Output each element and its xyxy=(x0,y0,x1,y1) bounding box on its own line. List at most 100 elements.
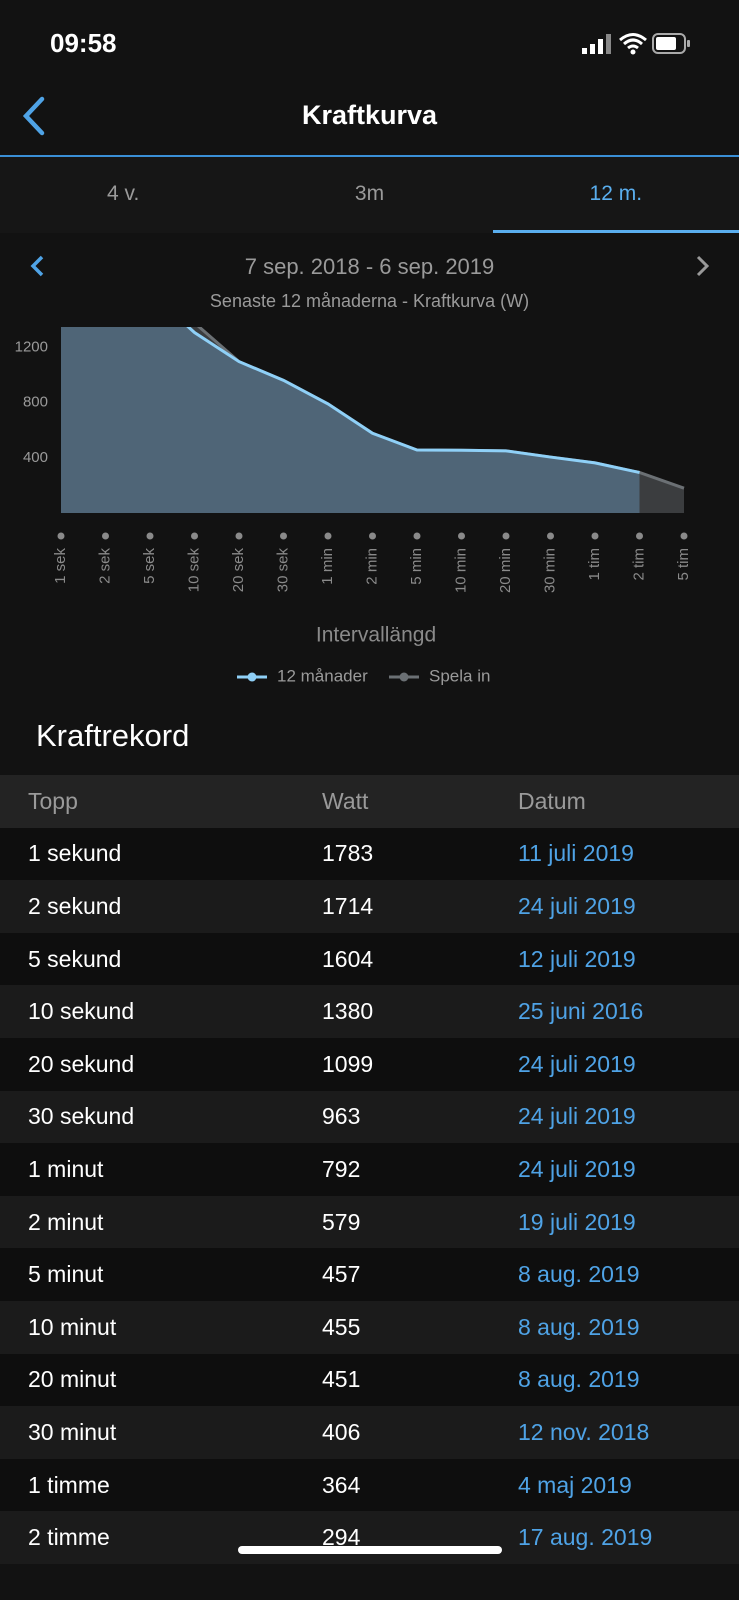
table-row: 10 minut 455 8 aug. 2019 xyxy=(0,1300,739,1354)
x-tick-dot xyxy=(547,532,554,540)
header-divider xyxy=(0,155,739,157)
table-row: 30 minut 406 12 nov. 2018 xyxy=(0,1406,739,1459)
table-cell: 19 juli 2019 xyxy=(518,1208,636,1235)
x-tick-label: 5 min xyxy=(408,548,425,585)
legend-label: Spela in xyxy=(429,666,490,685)
x-tick-label: 10 min xyxy=(452,548,469,593)
x-tick-label: 2 sek xyxy=(96,548,113,584)
table-row: 1 sekund 1783 11 juli 2019 xyxy=(0,827,739,881)
table-row: 2 sekund 1714 24 juli 2019 xyxy=(0,880,739,933)
table-cell: 17 aug. 2019 xyxy=(518,1524,653,1551)
legend-dot xyxy=(399,672,409,682)
x-tick-dot xyxy=(57,532,65,540)
table-cell: 8 aug. 2019 xyxy=(518,1313,640,1340)
table-row: 5 minut 457 8 aug. 2019 xyxy=(0,1248,739,1301)
x-tick-label: 10 sek xyxy=(185,548,202,593)
plot xyxy=(61,327,685,513)
x-tick-dot xyxy=(591,532,599,540)
table-cell: 24 juli 2019 xyxy=(518,892,636,919)
tab[interactable]: 3m xyxy=(354,182,385,205)
column-header: Datum xyxy=(518,787,586,814)
table-row: 10 sekund 1380 25 juni 2016 xyxy=(0,985,739,1038)
table-cell: 1 sekund xyxy=(28,840,122,867)
table-cell: 10 minut xyxy=(28,1313,117,1340)
header-title: Kraftkurva xyxy=(301,100,438,130)
x-tick-dot xyxy=(324,532,332,540)
table-cell: 2 timme xyxy=(28,1524,110,1551)
x-tick-label: 20 sek xyxy=(230,548,247,593)
home-indicator xyxy=(238,1546,502,1554)
table-cell: 963 xyxy=(322,1103,361,1130)
table-header-row: Topp Watt Datum xyxy=(0,775,739,828)
table-cell: 1783 xyxy=(322,840,374,867)
table-cell: 24 juli 2019 xyxy=(518,1155,636,1182)
table-row: 30 sekund 963 24 juli 2019 xyxy=(0,1090,739,1144)
x-tick-dot xyxy=(235,532,243,540)
x-tick-dot xyxy=(413,532,421,540)
table-cell: 364 xyxy=(322,1471,361,1498)
x-tick-label: 1 tim xyxy=(586,548,603,581)
y-tick-label: 1200 xyxy=(15,339,48,356)
table-cell: 10 sekund xyxy=(28,998,135,1025)
table-cell: 2 sekund xyxy=(28,892,122,919)
chart-title: 7 sep. 2018 - 6 sep. 2019 xyxy=(245,254,495,279)
x-tick-label: 30 sek xyxy=(274,548,291,593)
x-tick-label: 30 min xyxy=(541,548,558,593)
table-cell: 294 xyxy=(322,1524,361,1551)
table-cell: 451 xyxy=(322,1366,361,1393)
x-tick-dot xyxy=(458,532,465,540)
table-cell: 24 juli 2019 xyxy=(518,1103,636,1130)
x-tick-dot xyxy=(369,532,376,540)
x-tick-label: 1 min xyxy=(319,548,336,585)
table-row: 2 timme 294 17 aug. 2019 xyxy=(0,1511,739,1564)
table-cell: 1 minut xyxy=(28,1155,104,1182)
x-tick-label: 5 sek xyxy=(141,548,158,584)
x-tick-dot xyxy=(146,532,154,540)
x-axis-label: Intervallängd xyxy=(316,624,436,647)
table-cell: 1714 xyxy=(322,892,374,919)
table-cell: 1604 xyxy=(322,945,374,972)
x-tick-dot xyxy=(280,532,287,540)
column-header: Topp xyxy=(28,787,78,814)
chart-subtitle: Senaste 12 månaderna - Kraftkurva (W) xyxy=(210,291,529,311)
tab[interactable]: 4 v. xyxy=(107,182,140,205)
table-cell: 1380 xyxy=(322,998,374,1025)
table-row: 5 sekund 1604 12 juli 2019 xyxy=(0,932,739,986)
table-cell: 20 sekund xyxy=(28,1050,135,1077)
x-tick-label: 2 min xyxy=(363,548,380,585)
table-cell: 406 xyxy=(322,1418,361,1445)
table-cell: 792 xyxy=(322,1155,361,1182)
prev-button[interactable] xyxy=(30,255,44,277)
table-cell: 5 minut xyxy=(28,1261,104,1288)
table-cell: 20 minut xyxy=(28,1366,117,1393)
y-tick-label: 400 xyxy=(23,449,48,466)
area-line xyxy=(186,327,640,474)
table-cell: 24 juli 2019 xyxy=(518,1050,636,1077)
x-tick-label: 2 tim xyxy=(630,548,647,581)
tab[interactable]: 12 m. xyxy=(492,157,739,233)
x-tick-dot xyxy=(191,532,198,540)
table-row: 2 minut 579 19 juli 2019 xyxy=(0,1195,739,1249)
legend-label: 12 månader xyxy=(277,666,368,685)
table-cell: 457 xyxy=(322,1261,361,1288)
table-cell: 30 sekund xyxy=(28,1103,135,1130)
table-cell: 5 sekund xyxy=(28,945,122,972)
table-row: 1 minut 792 24 juli 2019 xyxy=(0,1143,739,1196)
chart: 7 sep. 2018 - 6 sep. 2019 Senaste 12 måna… xyxy=(15,254,710,685)
back-button[interactable] xyxy=(20,95,50,137)
table-cell: 8 aug. 2019 xyxy=(518,1366,640,1393)
x-tick-label: 20 min xyxy=(497,548,514,593)
table-cell: 455 xyxy=(322,1313,361,1340)
records-table: Topp Watt Datum 1 sekund 1783 11 juli 2019 2 s… xyxy=(0,775,739,1564)
x-tick-dot xyxy=(102,532,109,540)
x-tick-label: 5 tim xyxy=(675,548,692,581)
table-row: 20 sekund 1099 24 juli 2019 xyxy=(0,1037,739,1091)
table-cell: 12 juli 2019 xyxy=(518,945,636,972)
column-header: Watt xyxy=(322,787,369,814)
legend-dot xyxy=(247,672,257,682)
x-tick-dot xyxy=(502,532,510,540)
next-button xyxy=(696,255,710,277)
x-tick-label: 1 sek xyxy=(52,548,69,584)
status-time: 09:58 xyxy=(50,28,117,58)
